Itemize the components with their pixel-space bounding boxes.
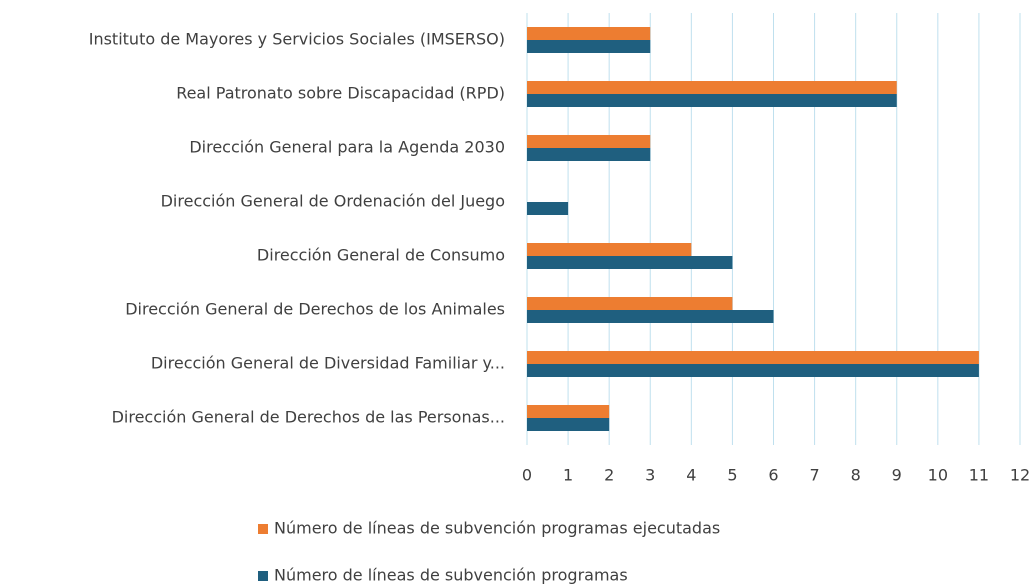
x-tick-label: 3 [645, 466, 655, 485]
bar [527, 418, 610, 431]
x-tick-label: 10 [928, 466, 948, 485]
y-tick-label: Dirección General de Ordenación del Jueg… [161, 192, 505, 211]
bar [527, 94, 897, 107]
x-tick-label: 1 [563, 466, 573, 485]
x-tick-label: 4 [686, 466, 696, 485]
bar [527, 27, 651, 40]
x-tick-label: 6 [768, 466, 778, 485]
legend-label: Número de líneas de subvención programas… [274, 519, 720, 538]
bar [527, 243, 692, 256]
x-tick-label: 11 [969, 466, 989, 485]
bar [527, 256, 733, 269]
x-tick-label: 9 [892, 466, 902, 485]
y-tick-label: Dirección General de Consumo [257, 246, 505, 265]
bar [527, 81, 897, 94]
x-tick-label: 5 [727, 466, 737, 485]
legend-swatch [258, 524, 268, 534]
bar [527, 135, 651, 148]
y-tick-label: Dirección General de Diversidad Familiar… [151, 354, 505, 373]
legend-swatch [258, 571, 268, 581]
y-tick-label: Dirección General para la Agenda 2030 [189, 138, 505, 157]
x-tick-label: 0 [522, 466, 532, 485]
bar [527, 351, 979, 364]
bar [527, 405, 610, 418]
x-tick-label: 12 [1010, 466, 1030, 485]
x-tick-label: 2 [604, 466, 614, 485]
x-tick-label: 7 [809, 466, 819, 485]
y-tick-label: Dirección General de Derechos de las Per… [112, 408, 505, 427]
bar [527, 202, 569, 215]
bar [527, 297, 733, 310]
bar [527, 148, 651, 161]
bar [527, 40, 651, 53]
y-tick-label: Real Patronato sobre Discapacidad (RPD) [176, 84, 505, 103]
legend-label: Número de líneas de subvención programas [274, 566, 628, 584]
bar [527, 310, 774, 323]
y-tick-label: Dirección General de Derechos de los Ani… [125, 300, 505, 319]
y-tick-label: Instituto de Mayores y Servicios Sociale… [89, 30, 505, 49]
x-tick-label: 8 [851, 466, 861, 485]
bar [527, 364, 979, 377]
